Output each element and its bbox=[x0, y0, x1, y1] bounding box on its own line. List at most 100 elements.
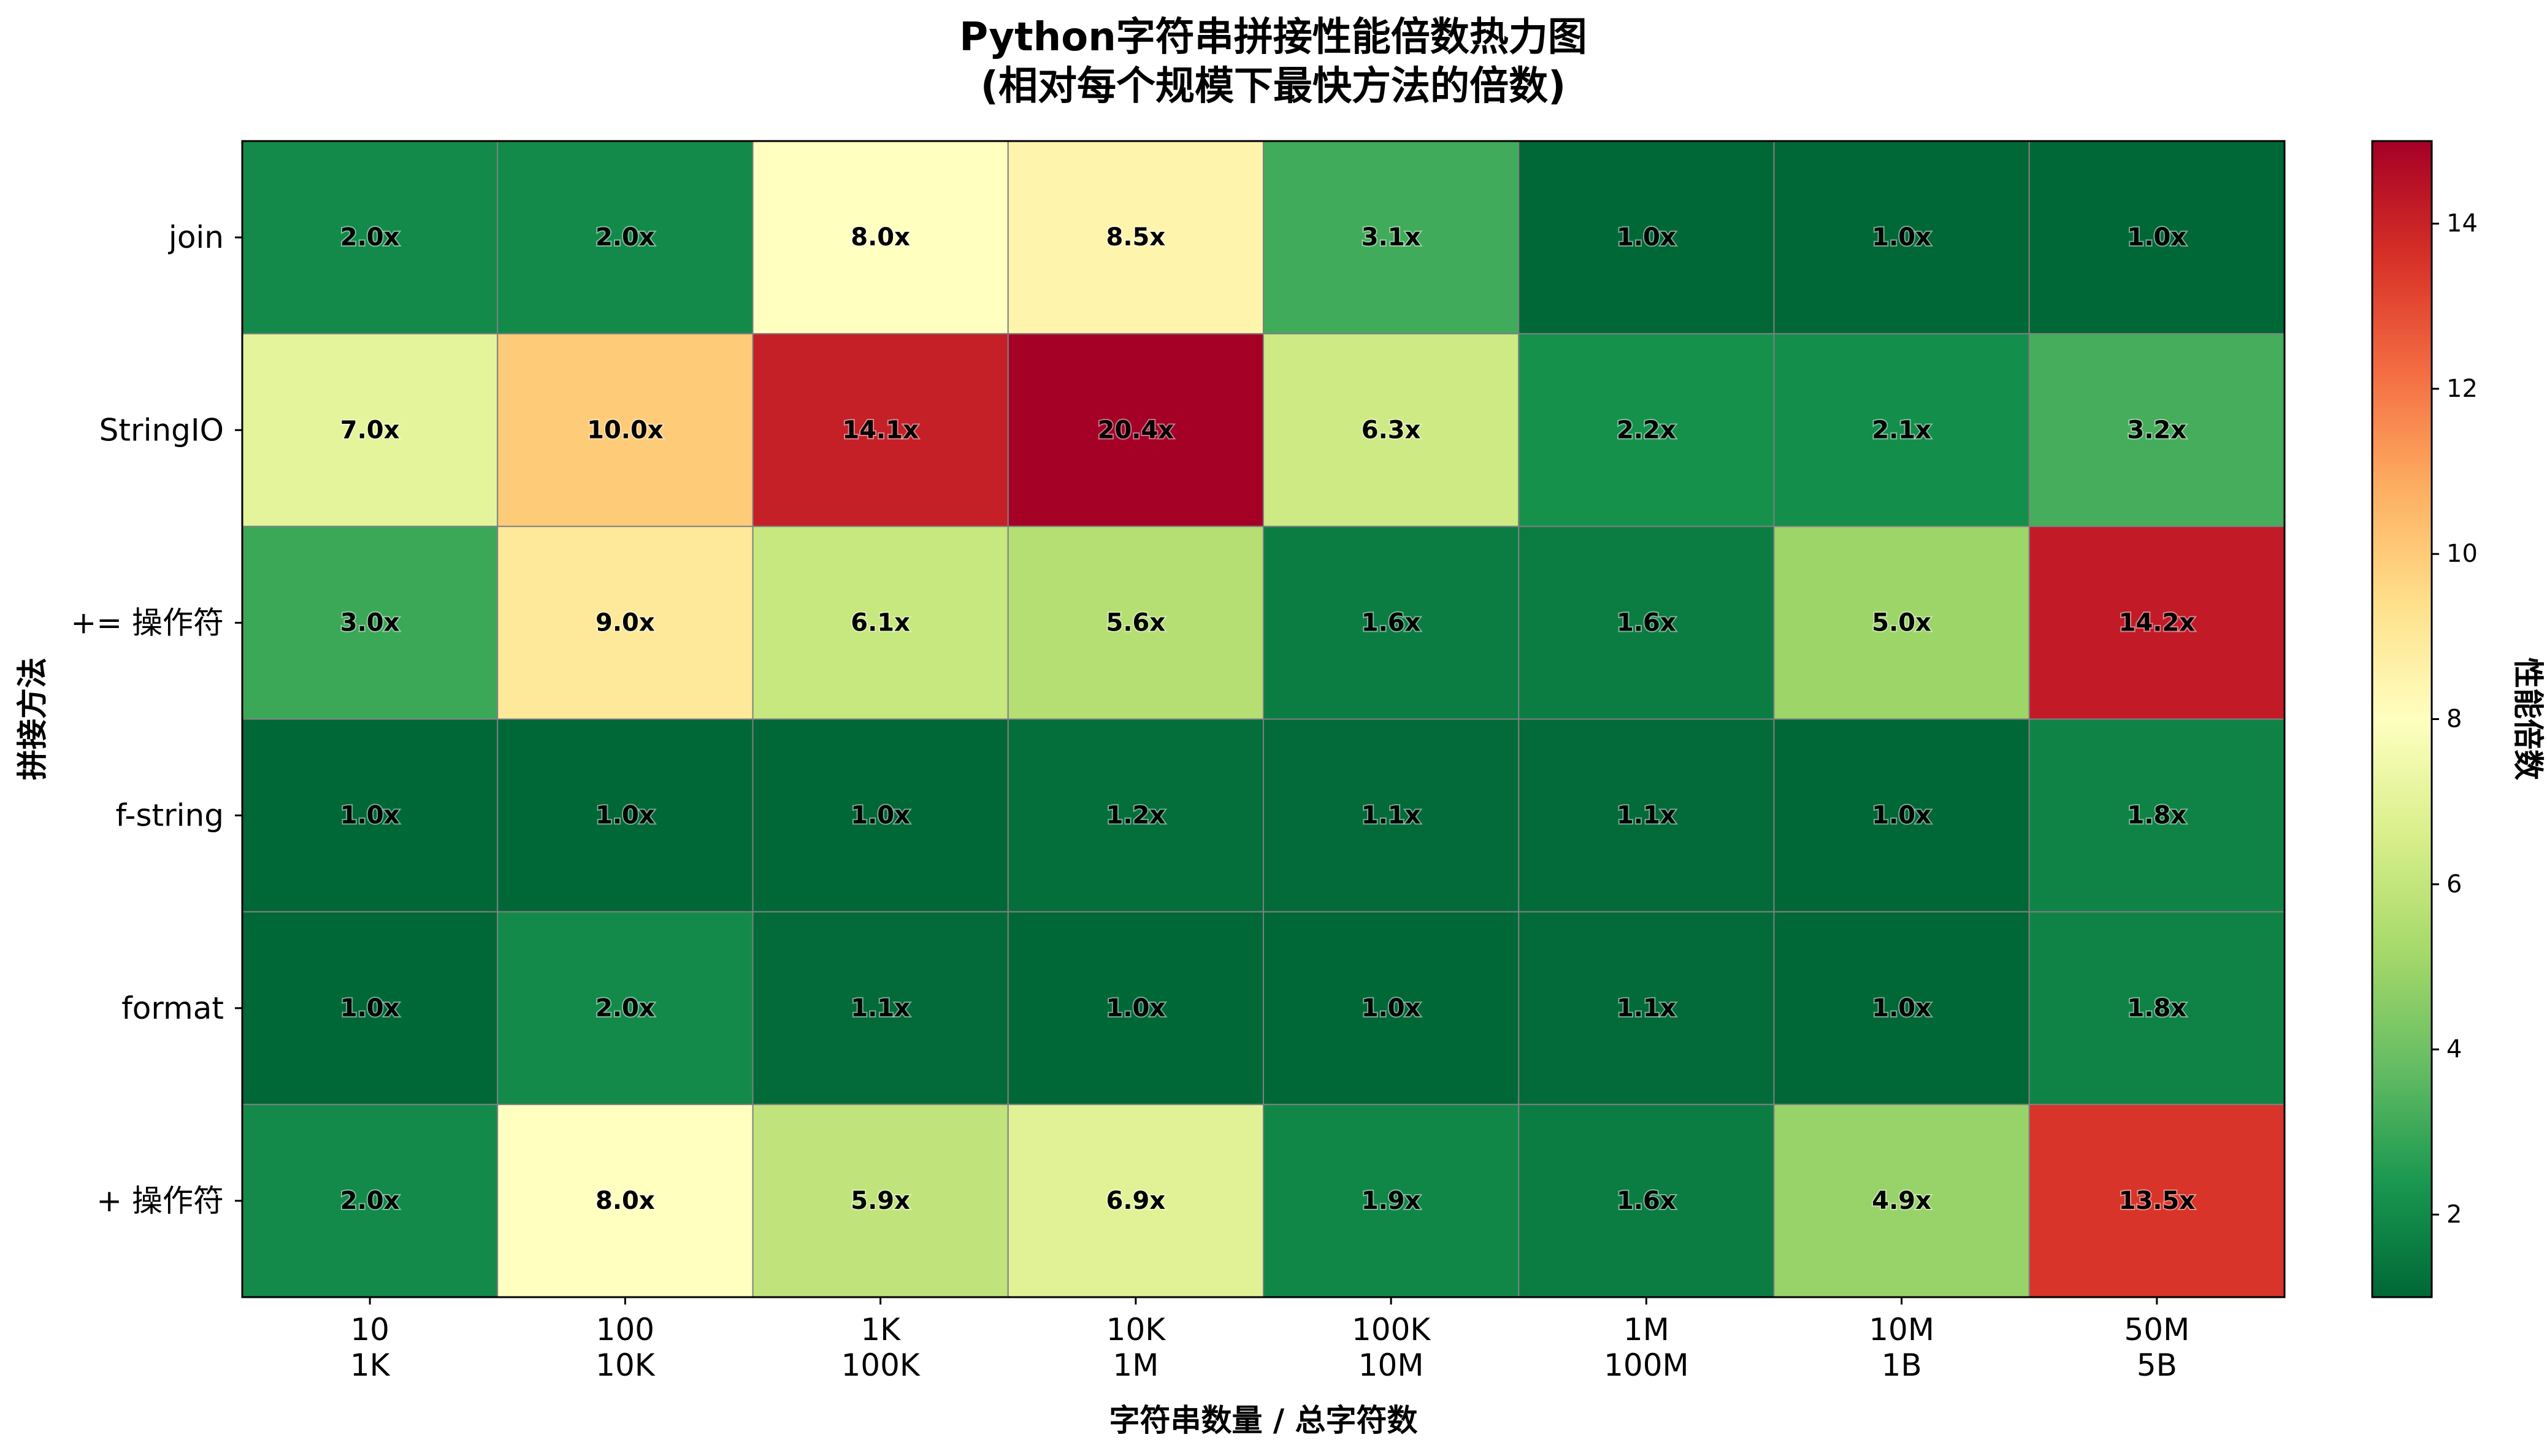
x-tick-label: 10K bbox=[1106, 1312, 1166, 1347]
x-tick-label: 10 bbox=[350, 1312, 389, 1347]
colorbar-tick-label: 10 bbox=[2446, 540, 2478, 568]
colorbar-tick-label: 6 bbox=[2446, 870, 2462, 899]
colorbar-tick-label: 12 bbox=[2446, 375, 2478, 403]
colorbar-ticks: 2 4 6 8 10 12 14 bbox=[2432, 210, 2478, 1228]
heatmap-cell bbox=[1007, 911, 1264, 1105]
heatmap-cell bbox=[497, 140, 754, 335]
x-tick-label: 1K bbox=[350, 1347, 391, 1383]
colorbar-label: 性能倍数 bbox=[2510, 657, 2546, 780]
heatmap-cell-value: 13.5x bbox=[2119, 1187, 2196, 1215]
heatmap-cell-value: 1.6x bbox=[1617, 608, 1676, 637]
heatmap-cell bbox=[1773, 140, 2030, 335]
heatmap-cell bbox=[497, 333, 754, 527]
heatmap-cell bbox=[1773, 1103, 2030, 1298]
x-axis-label: 字符串数量 / 总字符数 bbox=[1109, 1403, 1417, 1438]
heatmap-cell-value: 1.0x bbox=[596, 802, 655, 830]
heatmap-cell-value: 2.0x bbox=[596, 223, 655, 251]
x-tick-label: 1K bbox=[860, 1312, 901, 1347]
heatmap-cell bbox=[1263, 140, 1520, 335]
heatmap-cell bbox=[1263, 1103, 1520, 1298]
x-tick-label: 50M bbox=[2124, 1312, 2189, 1347]
heatmap-cell-value: 1.0x bbox=[1617, 223, 1676, 251]
heatmap-cell bbox=[2028, 333, 2285, 527]
heatmap-cell bbox=[242, 140, 499, 335]
heatmap-cell-value: 1.6x bbox=[1362, 608, 1421, 637]
heatmap-cell bbox=[1263, 911, 1520, 1105]
x-tick-label: 100K bbox=[1352, 1312, 1431, 1347]
heatmap-cell-value: 1.6x bbox=[1617, 1187, 1676, 1215]
heatmap-cell bbox=[1007, 333, 1264, 527]
heatmap-cell-value: 1.0x bbox=[2128, 223, 2187, 251]
heatmap-cell-value: 1.0x bbox=[1872, 802, 1931, 830]
heatmap-cell-value: 1.0x bbox=[1362, 994, 1421, 1022]
heatmap-cell-value: 14.2x bbox=[2119, 608, 2196, 637]
heatmap-cell-value: 1.1x bbox=[1362, 802, 1421, 830]
heatmap-cell bbox=[752, 911, 1009, 1105]
heatmap-cell-value: 3.0x bbox=[340, 608, 400, 637]
heatmap-cell bbox=[1263, 526, 1520, 720]
heatmap-cell-value: 2.0x bbox=[340, 1187, 400, 1215]
x-tick-label: 1M bbox=[1623, 1312, 1669, 1347]
heatmap-cell bbox=[497, 526, 754, 720]
heatmap-cell bbox=[1263, 333, 1520, 527]
heatmap-cell-value: 1.0x bbox=[1872, 994, 1931, 1022]
heatmap-cell-value: 7.0x bbox=[340, 416, 400, 444]
x-tick-label: 1B bbox=[1882, 1347, 1922, 1383]
x-tick-label: 10M bbox=[1358, 1347, 1424, 1383]
y-tick-label: join bbox=[168, 220, 224, 255]
heatmap-cell-value: 1.1x bbox=[1617, 994, 1676, 1022]
heatmap-cell-value: 6.9x bbox=[1106, 1187, 1166, 1215]
chart-title-line2: (相对每个规模下最快方法的倍数) bbox=[981, 64, 1566, 109]
heatmap-cell bbox=[1007, 718, 1264, 913]
heatmap-cell-value: 14.1x bbox=[842, 416, 919, 444]
colorbar-tick-label: 2 bbox=[2446, 1200, 2462, 1228]
heatmap-cell-value: 6.3x bbox=[1362, 416, 1421, 444]
x-axis-ticks: 101K10010K1K100K10K1M100K10M1M100M10M1B5… bbox=[350, 1297, 2189, 1383]
heatmap-cell-value: 4.9x bbox=[1872, 1187, 1931, 1215]
heatmap-cell-value: 10.0x bbox=[587, 416, 664, 444]
heatmap-cell-value: 1.0x bbox=[340, 994, 400, 1022]
x-tick-label: 10K bbox=[596, 1347, 656, 1383]
y-tick-label: StringIO bbox=[99, 412, 224, 448]
chart-title-line1: Python字符串拼接性能倍数热力图 bbox=[959, 15, 1587, 60]
heatmap-cell-value: 1.2x bbox=[1106, 802, 1166, 830]
heatmap-cell-value: 2.2x bbox=[1617, 416, 1676, 444]
heatmap-cell-value: 1.8x bbox=[2128, 802, 2187, 830]
heatmap-cell bbox=[242, 718, 499, 913]
heatmap-cell-value: 8.0x bbox=[596, 1187, 655, 1215]
colorbar-tick-label: 14 bbox=[2446, 210, 2478, 238]
heatmap-cell-value: 1.0x bbox=[1872, 223, 1931, 251]
heatmap-cell-value: 5.0x bbox=[1872, 608, 1931, 637]
y-tick-label: + 操作符 bbox=[96, 1183, 224, 1219]
colorbar-tick-label: 8 bbox=[2446, 705, 2462, 734]
heatmap-cell bbox=[1773, 911, 2030, 1105]
heatmap-cell-value: 2.0x bbox=[596, 994, 655, 1022]
heatmap-cell bbox=[497, 718, 754, 913]
heatmap-cell bbox=[2028, 140, 2285, 335]
y-tick-label: += 操作符 bbox=[71, 605, 224, 640]
heatmap-cell-value: 1.1x bbox=[1617, 802, 1676, 830]
heatmap-cell-value: 2.0x bbox=[340, 223, 400, 251]
heatmap-cell bbox=[2028, 1103, 2285, 1298]
heatmap-cell-value: 20.4x bbox=[1098, 416, 1174, 444]
heatmap-cell bbox=[497, 911, 754, 1105]
x-tick-label: 5B bbox=[2137, 1347, 2177, 1383]
heatmap-cell bbox=[1007, 1103, 1264, 1298]
heatmap-cell bbox=[1773, 333, 2030, 527]
heatmap-cell-value: 1.1x bbox=[851, 994, 910, 1022]
plot-frame bbox=[241, 140, 2286, 1298]
heatmap-cell-value: 5.9x bbox=[851, 1187, 910, 1215]
heatmap-cell-value: 8.5x bbox=[1106, 223, 1166, 251]
colorbar-tick-label: 4 bbox=[2446, 1035, 2462, 1063]
heatmap-cell-value: 1.8x bbox=[2128, 994, 2187, 1022]
x-tick-label: 100 bbox=[596, 1312, 654, 1347]
heatmap-cell bbox=[752, 1103, 1009, 1298]
heatmap-cell-value: 1.0x bbox=[1106, 994, 1166, 1022]
y-tick-label: format bbox=[121, 990, 224, 1026]
heatmap-cell bbox=[1007, 526, 1264, 720]
heatmap-cell bbox=[752, 718, 1009, 913]
heatmap-cell bbox=[1773, 718, 2030, 913]
heatmap-cell bbox=[1518, 333, 1775, 527]
x-tick-label: 10M bbox=[1869, 1312, 1934, 1347]
y-axis-ticks: join StringIO += 操作符 f-string format + 操作符 bbox=[71, 220, 242, 1219]
